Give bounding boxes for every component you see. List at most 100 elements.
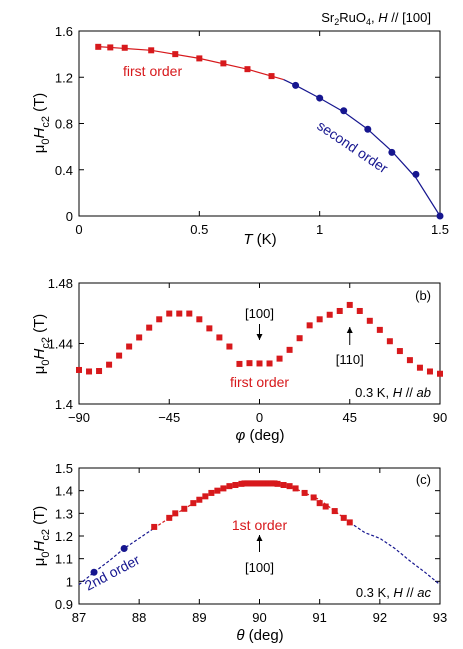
panel-a-first-order-point (220, 60, 227, 67)
panel-b-ylabel-part: μ (31, 366, 48, 375)
panel-b-first-order-point (156, 316, 163, 323)
panel-b-first-order-point (186, 310, 193, 317)
panel-a-ylabel-part: 0 (40, 139, 52, 145)
panel-b-first-order-point (316, 316, 323, 323)
panel-a-second-order-point (436, 212, 444, 220)
panel-b-ylabel-part: c2 (40, 337, 52, 349)
panel-b-xtick-label: 90 (433, 410, 447, 425)
panel-c-annotation-conditions-part: ac (417, 585, 431, 600)
panel-b-first-order-point (146, 324, 153, 331)
panel-b-xlabel-part: (deg) (245, 427, 284, 444)
panel-a-title: Sr2RuO4, H // [100] (321, 10, 431, 27)
panel-b-ytick-label: 1.44 (48, 337, 73, 352)
panel-a-title-part: RuO (339, 10, 366, 25)
panel-b-annotation-conditions-part: // (402, 385, 416, 400)
panel-a-xtick-label: 0.5 (190, 222, 208, 237)
panel-b-ylabel-part: (T) (31, 314, 48, 337)
panel-a-fit-curve (283, 79, 441, 217)
panel-a-first-order-point (268, 73, 275, 80)
panel-c-first-order-point (190, 500, 197, 507)
panel-c-label: (c) (416, 472, 431, 487)
panel-c-first-order-point (244, 480, 251, 487)
panel-a-xtick-label: 1.5 (431, 222, 449, 237)
panel-b-first-order-point (96, 368, 103, 375)
panel-c-first-order-point (181, 505, 188, 512)
panel-b-first-order-point (366, 317, 373, 324)
panel-c-ylabel-part: c2 (40, 529, 52, 541)
panel-b-first-order-point (437, 370, 443, 377)
panel-a-first-order-point (196, 55, 203, 62)
panel-a-title-part: H (378, 10, 388, 25)
panel-b-annotation-conditions: 0.3 K, H // ab (355, 385, 431, 400)
panel-a-title-part: 4 (366, 17, 371, 27)
panel-b-xtick-label: −45 (158, 410, 180, 425)
panel-b-first-order-point (256, 360, 263, 367)
panel-c-first-order-point (271, 480, 278, 487)
panel-a-ytick-label: 0.4 (55, 163, 73, 178)
panel-a-ytick-label: 0 (66, 209, 73, 224)
panel-c-xlabel-part: θ (236, 627, 244, 644)
panel-b-first-order-point (166, 310, 173, 317)
panel-b-first-order-point (356, 307, 363, 314)
panel-b-first-order-point (196, 316, 203, 323)
panel-a-ylabel-part: (T) (31, 93, 48, 116)
panel-c-ylabel-part: (T) (31, 506, 48, 529)
panel-b-first-order-point (296, 335, 303, 342)
panel-c-first-order-point (238, 480, 245, 487)
panel-b-xtick-label: 45 (343, 410, 357, 425)
panel-c-first-order-point (346, 519, 353, 526)
panel-c-xlabel-part: (deg) (244, 627, 283, 644)
panel-b-first-order-point (206, 325, 213, 332)
panel-c-first-order-point (202, 493, 209, 500)
panel-c-100-arrow-head (256, 535, 263, 541)
panel-b-xtick-label: −90 (68, 410, 90, 425)
panel-a-annotation-first-order: first order (123, 63, 182, 79)
panel-c-ylabel-part: 0 (40, 552, 52, 558)
panel-c-second-order-point (90, 568, 98, 576)
panel-b-xlabel-part: φ (236, 427, 246, 444)
panel-a-first-order-point (107, 44, 114, 51)
panel-c-ytick-label: 1.5 (55, 461, 73, 476)
panel-c-annotation-conditions-part: 0.3 K, (356, 585, 394, 600)
panel-a-first-order-point (148, 47, 155, 54)
panel-b-first-order-point (116, 352, 123, 359)
panel-a-second-order-point (364, 125, 372, 133)
panel-a-title-part: Sr (321, 10, 335, 25)
panel-b-first-order-point (106, 361, 113, 368)
panel-b-first-order-point (426, 368, 433, 375)
panel-c-ytick-label: 1.3 (55, 506, 73, 521)
panel-b-first-order-point (226, 343, 233, 350)
panel-b-xlabel: φ (deg) (236, 427, 285, 444)
panel-a-temperature: 0 0.5 1 1.5 0 0.4 0.8 1.2 1.6 Sr2RuO4, H // [100]… (31, 10, 449, 248)
panel-b-first-order-point (266, 360, 273, 367)
panel-a-title-part: 2 (334, 17, 339, 27)
panel-c-xtick-label: 87 (72, 610, 86, 625)
panel-a-xtick-label: 0 (75, 222, 82, 237)
panel-b-ytick-label: 1.48 (48, 276, 73, 291)
panel-a-ytick-label: 0.8 (55, 117, 73, 132)
panel-c-first-order-point (292, 485, 299, 492)
panel-c-first-order-point (214, 487, 221, 494)
panel-a-first-order-point (121, 44, 128, 51)
panel-a-second-order-point (292, 81, 300, 89)
panel-c-ytick-label: 1.2 (55, 529, 73, 544)
panel-b-first-order-point (336, 307, 343, 314)
panel-b-first-order-point (416, 364, 423, 371)
panel-a-ylabel-part: μ (31, 145, 48, 154)
panel-b-first-order-point (386, 338, 393, 345)
panel-c-first-order-point (286, 483, 293, 490)
panel-b-ytick-label: 1.4 (55, 397, 73, 412)
panel-c-first-order-point (268, 480, 275, 487)
panel-a-ylabel-part: H (31, 128, 48, 139)
panel-c-fit-curve (349, 521, 441, 586)
panel-b-label: (b) (415, 288, 431, 303)
panel-b-first-order-point (406, 357, 413, 364)
panel-c-first-order-point (256, 480, 263, 487)
panel-b-first-order-point (176, 310, 183, 317)
panel-c-annotation-conditions-part: H (393, 585, 403, 600)
panel-c-annotation-100: [100] (245, 560, 274, 575)
panel-b-first-order-point (216, 334, 223, 341)
panel-b-110-arrow-head (346, 327, 353, 333)
panel-a-ytick-label: 1.6 (55, 24, 73, 39)
panel-c-first-order-point (331, 508, 338, 515)
